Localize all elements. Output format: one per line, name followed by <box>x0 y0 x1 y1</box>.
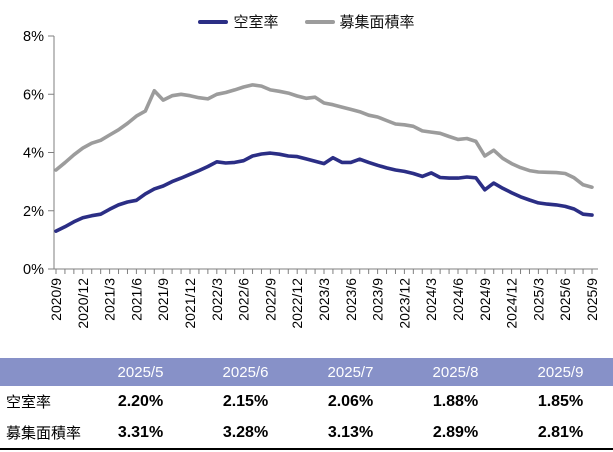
x-tick-label: 2025/6 <box>557 278 573 321</box>
x-tick-label: 2022/9 <box>262 278 278 321</box>
table-cell: 3.31% <box>117 423 164 441</box>
x-tick-label: 2020/12 <box>75 278 91 329</box>
legend-label-vacancy: 空室率 <box>233 14 279 31</box>
table-cell: 2.20% <box>117 392 164 410</box>
table-header-2025-9: 2025/9 <box>537 363 584 381</box>
chart-legend: 空室率 募集面積率 <box>0 11 613 32</box>
x-tick-label: 2020/9 <box>48 278 64 321</box>
row-label-vacancy: 空室率 <box>6 394 52 411</box>
table-cell: 2.81% <box>537 423 584 441</box>
table-cell: 2.06% <box>327 392 374 410</box>
table-header-2025-5: 2025/5 <box>117 363 164 381</box>
x-tick-label: 2023/3 <box>316 278 332 321</box>
x-tick-label: 2021/3 <box>102 278 118 321</box>
table-cell: 2.15% <box>222 392 269 410</box>
x-tick-label: 2024/6 <box>450 278 466 321</box>
monthly-rates-table: 2025/5 2025/6 2025/7 2025/8 2025/9 空室率 2… <box>0 358 613 450</box>
series-line-vacancy <box>54 151 594 233</box>
y-tick-label: 0% <box>23 262 44 278</box>
table-header-2025-7: 2025/7 <box>327 363 374 381</box>
x-tick-label: 2025/3 <box>530 278 546 321</box>
table-header-2025-8: 2025/8 <box>432 363 479 381</box>
y-tick-label: 4% <box>23 146 44 162</box>
table-cell: 2.89% <box>432 423 479 441</box>
legend-label-offered-area: 募集面積率 <box>339 14 415 31</box>
table-header-row: 2025/5 2025/6 2025/7 2025/8 2025/9 <box>0 358 613 386</box>
x-tick-label: 2023/6 <box>343 278 359 321</box>
y-tick-label: 6% <box>23 87 44 103</box>
x-tick-label: 2023/12 <box>396 278 412 329</box>
table-row-vacancy: 空室率 2.20% 2.15% 2.06% 1.88% 1.85% <box>0 386 613 417</box>
legend-item-vacancy: 空室率 <box>198 11 279 32</box>
x-tick-label: 2021/9 <box>155 278 171 321</box>
x-tick-label: 2022/6 <box>236 278 252 321</box>
x-tick-label: 2022/3 <box>209 278 225 321</box>
vacancy-line-swatch-icon <box>198 19 229 24</box>
series-line-offered-area <box>54 83 594 189</box>
table-cell: 3.13% <box>327 423 374 441</box>
table-cell: 1.88% <box>432 392 479 410</box>
y-tick-label: 2% <box>23 204 44 220</box>
x-tick-label: 2024/12 <box>504 278 520 329</box>
x-tick-label: 2021/6 <box>128 278 144 321</box>
legend-item-offered-area: 募集面積率 <box>304 11 415 32</box>
x-tick-label: 2025/9 <box>584 278 600 321</box>
y-tick-label: 8% <box>23 29 44 45</box>
x-tick-label: 2022/12 <box>289 278 305 329</box>
table-header-2025-6: 2025/6 <box>222 363 269 381</box>
table-cell: 1.85% <box>537 392 584 410</box>
table-header-empty <box>0 358 88 386</box>
offered-area-line-swatch-icon <box>304 19 335 24</box>
table-cell: 3.28% <box>222 423 269 441</box>
x-tick-label: 2021/12 <box>182 278 198 329</box>
vacancy-trend-line-chart: 0% 2% 4% 6% 8% 2020/9 2020/12 2021/3 2021/6 2021/… <box>23 29 600 329</box>
table-row-offered-area: 募集面積率 3.31% 3.28% 3.13% 2.89% 2.81% <box>0 417 613 449</box>
x-tick-label: 2024/9 <box>477 278 493 321</box>
x-tick-label: 2024/3 <box>423 278 439 321</box>
x-tick-label: 2023/9 <box>370 278 386 321</box>
row-label-offered-area: 募集面積率 <box>6 425 82 442</box>
